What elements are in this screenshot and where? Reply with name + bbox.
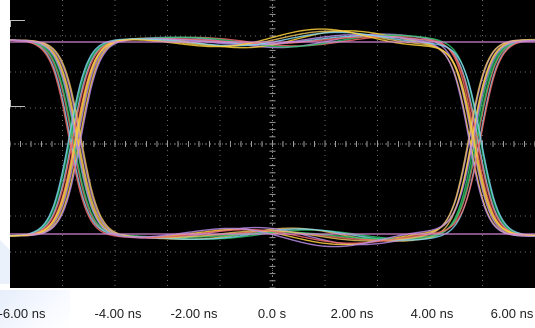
background-gradient: [0, 290, 70, 328]
tick-label: -6.00 ns: [0, 306, 46, 321]
channel-marker-bottom[interactable]: [10, 100, 25, 107]
signal-trace-falling: [10, 34, 535, 237]
eye-diagram-plot: [10, 0, 535, 288]
tick-label: 6.00 ns: [490, 306, 534, 321]
tick-label: 2.00 ns: [330, 306, 374, 321]
signal-trace-rising: [10, 39, 535, 244]
tick-label: 0.0 s: [257, 306, 287, 321]
oscilloscope-display: [10, 0, 535, 288]
signal-trace-falling: [10, 33, 535, 237]
signal-trace-falling: [10, 28, 535, 237]
tick-label: 4.00 ns: [410, 306, 454, 321]
tick-label: -2.00 ns: [170, 306, 218, 321]
time-axis-labels: -6.00 ns -4.00 ns -2.00 ns 0.0 s 2.00 ns…: [0, 294, 535, 324]
channel-marker-top[interactable]: [10, 20, 25, 27]
tick-label: -4.00 ns: [94, 306, 142, 321]
signal-trace-falling: [10, 34, 535, 237]
